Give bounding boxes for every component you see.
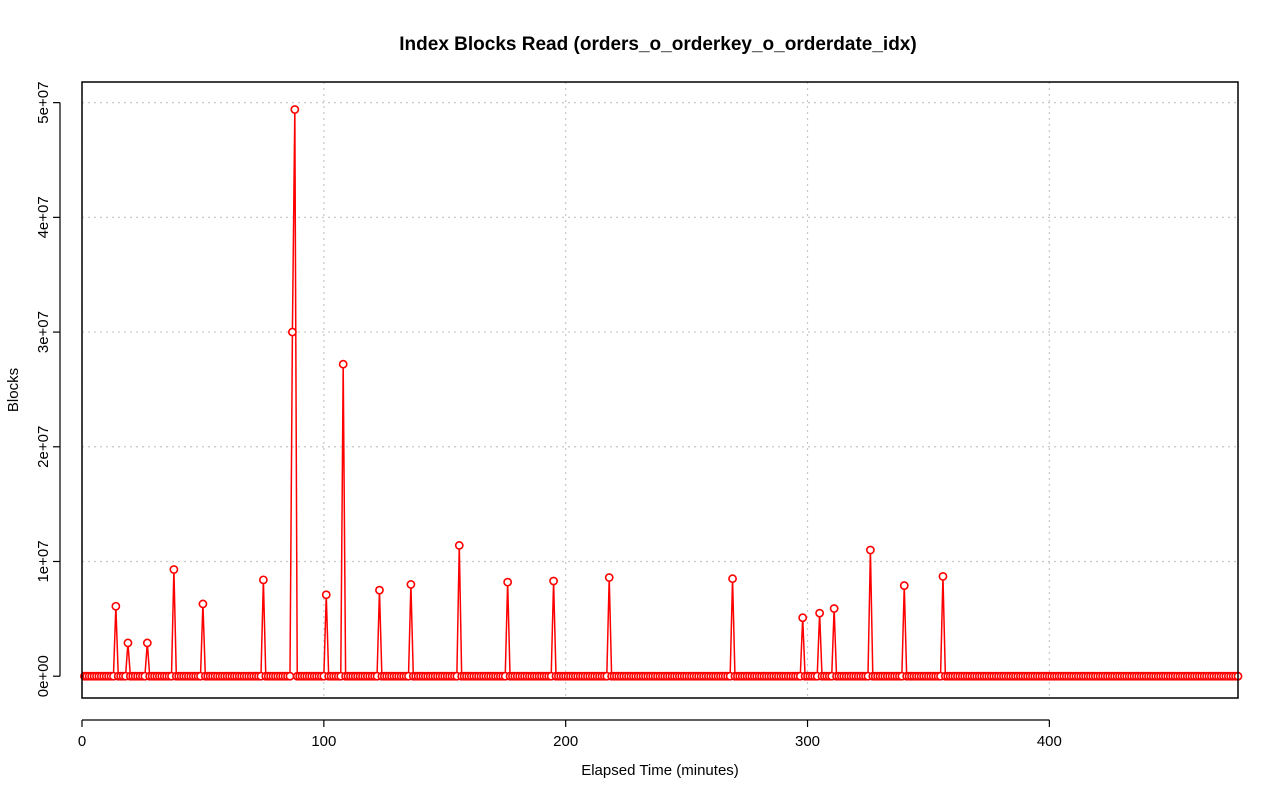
y-tick-label: 1e+07	[35, 540, 52, 582]
series-points-group	[80, 105, 1243, 681]
data-point-peak	[321, 590, 331, 600]
x-tick-label: 200	[553, 733, 578, 750]
data-point-peak	[288, 327, 297, 337]
data-point-peak	[111, 601, 121, 611]
data-point-peak	[406, 580, 416, 589]
data-point-peak	[142, 638, 152, 648]
data-point-peak	[549, 576, 558, 586]
y-tick-label: 0e+00	[35, 655, 52, 697]
x-tick-label: 400	[1037, 733, 1062, 750]
data-point-peak	[503, 577, 513, 587]
data-point	[285, 671, 295, 681]
data-point-peak	[728, 574, 737, 584]
x-axis: 0 100 200 300 400	[78, 719, 1062, 750]
x-axis-label: Elapsed Time (minutes)	[581, 762, 739, 779]
data-point-peak	[169, 565, 179, 574]
plot-frame	[81, 81, 1239, 699]
data-point-peak	[938, 572, 948, 581]
data-point-peak	[798, 613, 808, 623]
y-tick-label: 2e+07	[35, 426, 52, 468]
y-tick-label: 5e+07	[35, 82, 52, 124]
y-axis-label: Blocks	[5, 368, 22, 412]
data-point-peak	[866, 545, 875, 555]
data-point-peak	[815, 608, 825, 618]
y-axis: 0e+00 1e+07 2e+07 3e+07 4e+07 5e+07	[35, 82, 61, 697]
chart-title: Index Blocks Read (orders_o_orderkey_o_o…	[399, 34, 916, 55]
x-tick-label: 300	[795, 733, 820, 750]
data-point-peak	[604, 573, 614, 582]
y-tick-label: 3e+07	[35, 311, 52, 353]
data-point-peak	[258, 575, 268, 585]
grid	[81, 82, 1238, 698]
x-tick-label: 100	[311, 733, 336, 750]
y-tick-label: 4e+07	[35, 196, 52, 238]
data-point-peak	[375, 585, 384, 595]
data-point-peak	[829, 604, 839, 613]
series-line	[84, 109, 1238, 677]
data-point-peak	[454, 541, 464, 550]
data-point-peak	[198, 599, 208, 609]
data-point-peak	[338, 359, 348, 369]
series-line-group	[84, 109, 1238, 677]
data-point-peak	[290, 105, 300, 114]
x-tick-label: 0	[78, 733, 86, 750]
data-point-peak	[123, 638, 133, 648]
data-point-peak	[899, 581, 909, 590]
